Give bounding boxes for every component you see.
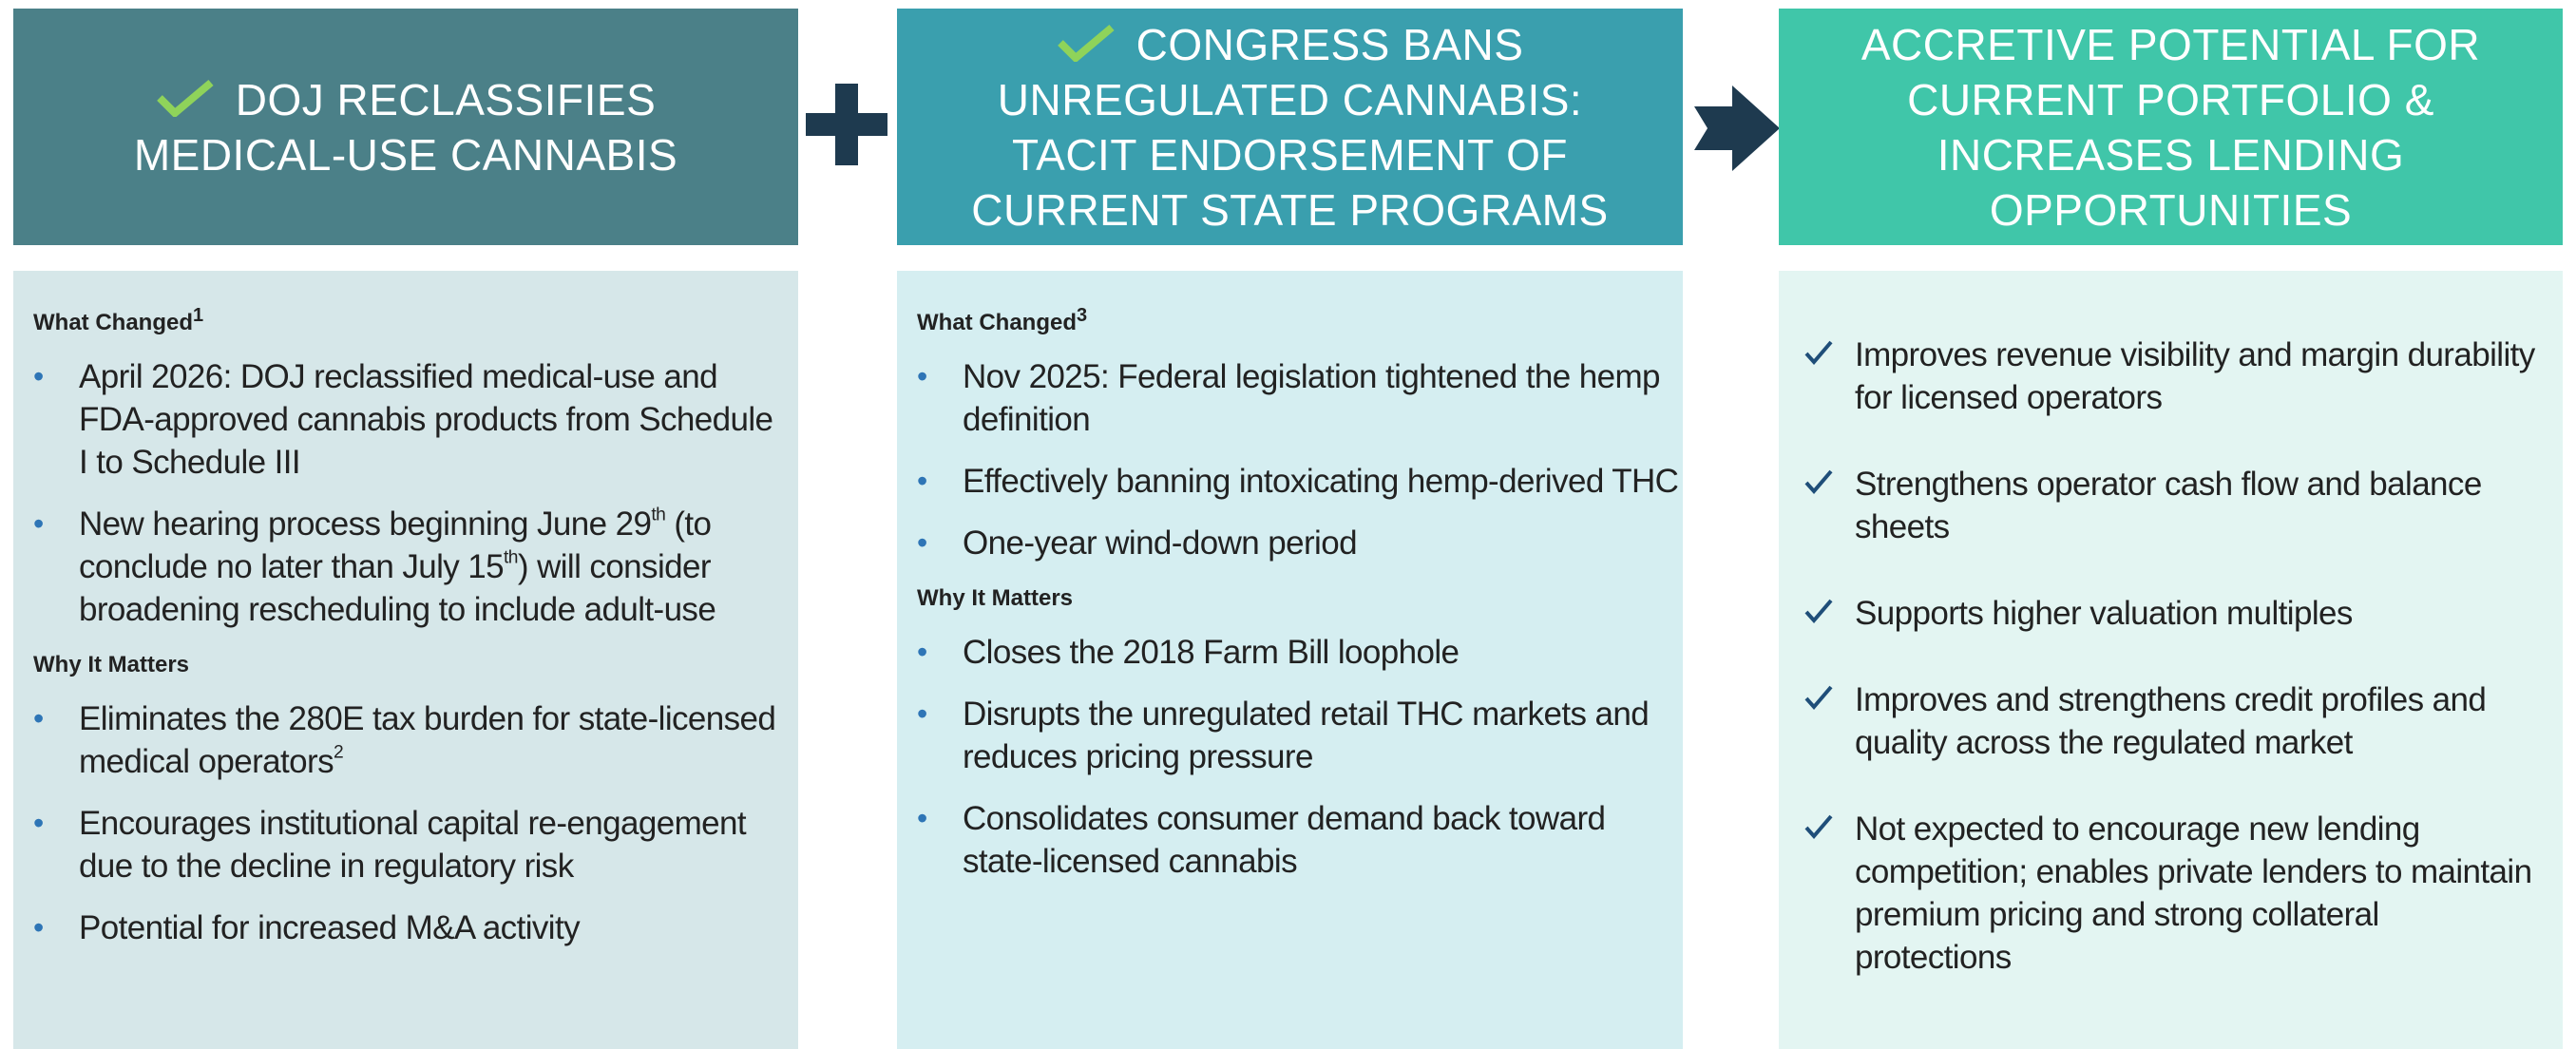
checklist-item: Strengthens operator cash flow and balan… bbox=[1804, 463, 2544, 548]
column-body-1: What Changed1 • April 2026: DOJ reclassifi… bbox=[13, 271, 798, 1049]
section: Why It Matters • Closes the 2018 Farm Bill… bbox=[917, 585, 1679, 883]
header-line: DOJ RECLASSIFIES bbox=[156, 72, 657, 127]
text: Nov 2025: Federal legislation tightened … bbox=[963, 357, 1661, 438]
text: Effectively banning intoxicating hemp-de… bbox=[963, 462, 1679, 500]
text: (to conclude no later than July 15 bbox=[79, 505, 712, 585]
section-heading: Why It Matters bbox=[917, 585, 1679, 612]
section: What Changed3 • Nov 2025: Federal legislat… bbox=[917, 305, 1679, 564]
check-icon bbox=[1804, 340, 1833, 366]
superscript: 2 bbox=[334, 742, 344, 763]
bullet: • April 2026: DOJ reclassified medical-us… bbox=[33, 355, 789, 484]
bullet-dot: • bbox=[917, 634, 927, 669]
check-icon bbox=[1804, 599, 1833, 624]
bullet: • Potential for increased M&A activity bbox=[33, 906, 789, 949]
column-body-2: What Changed3 • Nov 2025: Federal legislat… bbox=[897, 271, 1683, 1049]
text: Consolidates consumer demand back toward… bbox=[963, 799, 1606, 880]
bullet-dot: • bbox=[33, 700, 44, 735]
text: Closes the 2018 Farm Bill loophole bbox=[963, 633, 1460, 671]
text: What Changed bbox=[33, 309, 193, 335]
bullet: • New hearing process beginning June 29th… bbox=[33, 503, 789, 631]
item-text: Supports higher valuation multiples bbox=[1855, 595, 2353, 632]
header-line: UNREGULATED CANNABIS: bbox=[997, 74, 1583, 124]
plus-icon bbox=[806, 84, 887, 165]
item-text: Not expected to encourage new lending co… bbox=[1855, 811, 2532, 976]
check-icon bbox=[1804, 685, 1833, 711]
section: What Changed1 • April 2026: DOJ reclassifi… bbox=[33, 305, 789, 631]
bullet: • One-year wind-down period bbox=[917, 522, 1679, 564]
bullet: • Closes the 2018 Farm Bill loophole bbox=[917, 631, 1679, 674]
text: Why It Matters bbox=[917, 584, 1074, 611]
header-line: OPPORTUNITIES bbox=[1989, 184, 2353, 235]
bullet-dot: • bbox=[917, 358, 927, 393]
item-text: Strengthens operator cash flow and balan… bbox=[1855, 466, 2482, 545]
bullet-dot: • bbox=[33, 358, 44, 393]
header-line: CURRENT STATE PROGRAMS bbox=[971, 184, 1609, 235]
text: Disrupts the unregulated retail THC mark… bbox=[963, 695, 1650, 775]
header-3: ACCRETIVE POTENTIAL FOR CURRENT PORTFOLI… bbox=[1779, 9, 2563, 245]
bullet: • Eliminates the 280E tax burden for stat… bbox=[33, 697, 789, 783]
header-text: CONGRESS BANS bbox=[1135, 19, 1524, 69]
bullet-dot: • bbox=[33, 805, 44, 840]
header-line: TACIT ENDORSEMENT OF bbox=[1011, 129, 1569, 180]
checklist-item: Supports higher valuation multiples bbox=[1804, 592, 2544, 635]
section-heading: What Changed3 bbox=[917, 305, 1679, 336]
bullet-dot: • bbox=[33, 505, 44, 541]
bullet-dot: • bbox=[33, 909, 44, 944]
bullet-dot: • bbox=[917, 524, 927, 560]
bullet-dot: • bbox=[917, 800, 927, 835]
item-text: Improves revenue visibility and margin d… bbox=[1855, 336, 2535, 416]
section-heading: What Changed1 bbox=[33, 305, 789, 336]
bullet-dot: • bbox=[917, 696, 927, 731]
text: Eliminates the 280E tax burden for state… bbox=[79, 699, 776, 780]
text: Potential for increased M&A activity bbox=[79, 908, 581, 946]
checklist-item: Improves and strengthens credit profiles… bbox=[1804, 678, 2544, 764]
arrow-icon bbox=[1694, 86, 1780, 171]
bullet: • Encourages institutional capital re-eng… bbox=[33, 802, 789, 887]
superscript: th bbox=[651, 505, 666, 525]
section: Why It Matters • Eliminates the 280E tax b… bbox=[33, 652, 789, 949]
check-icon bbox=[1804, 469, 1833, 495]
check-icon bbox=[1057, 24, 1115, 62]
checklist-item: Improves revenue visibility and margin d… bbox=[1804, 334, 2544, 419]
item-text: Improves and strengthens credit profiles… bbox=[1855, 681, 2487, 761]
text: ) will consider broadening rescheduling … bbox=[79, 547, 716, 628]
header-line: ACCRETIVE POTENTIAL FOR bbox=[1860, 19, 2481, 69]
header-line: MEDICAL-USE CANNABIS bbox=[133, 129, 678, 180]
text: April 2026: DOJ reclassified medical-use… bbox=[79, 357, 773, 481]
text: Encourages institutional capital re-enga… bbox=[79, 804, 747, 885]
text: New hearing process beginning June 29 bbox=[79, 505, 652, 543]
bullet-dot: • bbox=[917, 463, 927, 498]
header-text: DOJ RECLASSIFIES bbox=[235, 74, 657, 124]
header-line: INCREASES LENDING bbox=[1937, 129, 2405, 180]
check-icon bbox=[1804, 814, 1833, 840]
superscript: 3 bbox=[1077, 304, 1088, 326]
text: Why It Matters bbox=[33, 651, 190, 677]
bullet: • Effectively banning intoxicating hemp-d… bbox=[917, 460, 1679, 503]
header-line: CONGRESS BANS bbox=[1057, 17, 1524, 72]
header-1: DOJ RECLASSIFIES MEDICAL-USE CANNABIS bbox=[13, 9, 798, 245]
bullet: • Consolidates consumer demand back towar… bbox=[917, 797, 1679, 883]
checklist-item: Not expected to encourage new lending co… bbox=[1804, 808, 2544, 979]
check-icon bbox=[156, 79, 214, 117]
section-heading: Why It Matters bbox=[33, 652, 789, 678]
header-line: CURRENT PORTFOLIO & bbox=[1907, 74, 2434, 124]
column-body-3: Improves revenue visibility and margin d… bbox=[1779, 271, 2563, 1049]
bullet: • Nov 2025: Federal legislation tightened… bbox=[917, 355, 1679, 441]
superscript: 1 bbox=[193, 304, 204, 326]
bullet: • Disrupts the unregulated retail THC mar… bbox=[917, 693, 1679, 778]
header-2: CONGRESS BANS UNREGULATED CANNABIS: TACI… bbox=[897, 9, 1683, 245]
text: One-year wind-down period bbox=[963, 524, 1358, 562]
superscript: th bbox=[504, 547, 518, 568]
text: What Changed bbox=[917, 309, 1077, 335]
